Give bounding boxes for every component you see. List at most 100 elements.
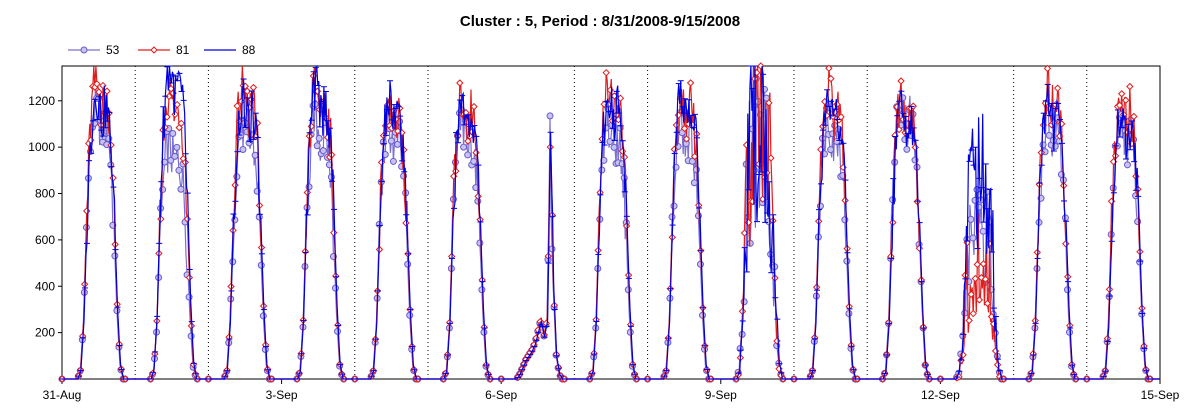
data-point	[1062, 240, 1070, 248]
data-point	[171, 152, 179, 160]
legend-marker	[150, 46, 158, 54]
data-point	[967, 290, 975, 299]
data-point	[259, 312, 267, 320]
data-point	[975, 203, 983, 211]
data-point	[404, 260, 412, 268]
data-point	[602, 68, 610, 77]
data-point	[476, 239, 484, 247]
data-point	[402, 219, 410, 227]
data-point	[1053, 84, 1062, 92]
data-point	[740, 298, 748, 306]
data-point	[1117, 90, 1126, 98]
data-point	[233, 102, 241, 110]
data-point	[843, 257, 851, 265]
data-point	[251, 151, 259, 159]
data-point	[987, 312, 996, 321]
data-point	[1122, 96, 1130, 104]
data-point	[331, 284, 339, 292]
x-tick-label: 12-Sep	[921, 388, 960, 402]
data-point	[825, 64, 833, 72]
data-point	[1115, 101, 1124, 110]
data-point	[169, 129, 177, 137]
data-point	[303, 188, 312, 197]
data-point	[688, 157, 696, 165]
y-tick-label: 400	[35, 279, 55, 293]
data-point	[690, 179, 698, 187]
data-point	[177, 185, 185, 193]
data-point	[161, 158, 169, 166]
data-point	[837, 113, 845, 121]
data-point	[1039, 141, 1047, 149]
data-point	[983, 299, 992, 308]
data-point	[827, 146, 835, 154]
data-point	[598, 166, 606, 174]
data-point	[167, 156, 175, 164]
legend-marker	[80, 46, 88, 54]
data-point	[610, 143, 618, 151]
legend: 53 81 88	[68, 43, 256, 57]
data-point	[93, 80, 101, 88]
data-point	[460, 143, 468, 151]
y-tick-label: 600	[35, 233, 55, 247]
grid	[134, 66, 1088, 379]
data-point	[165, 92, 173, 101]
data-point	[682, 135, 691, 143]
data-point	[387, 124, 396, 133]
data-point	[1126, 82, 1134, 91]
data-point	[546, 112, 554, 120]
data-point	[464, 137, 472, 145]
data-point	[971, 274, 979, 283]
data-point	[157, 215, 165, 223]
y-tick-label: 200	[35, 326, 55, 340]
data-point	[95, 88, 103, 96]
data-point	[548, 245, 556, 253]
data-point	[173, 143, 181, 151]
data-point	[993, 361, 1002, 369]
data-point	[971, 196, 979, 204]
series-line	[62, 64, 1160, 380]
data-point	[686, 79, 695, 87]
data-point	[239, 145, 247, 153]
data-point	[231, 181, 239, 189]
data-point	[981, 275, 990, 283]
data-point	[827, 74, 835, 83]
data-point	[387, 137, 395, 145]
data-point	[111, 252, 119, 260]
data-point	[1045, 131, 1053, 139]
data-point	[977, 273, 986, 282]
x-tick-label: 31-Aug	[43, 388, 82, 402]
legend-label: 88	[242, 43, 256, 57]
data-point	[1063, 286, 1071, 294]
data-point	[967, 215, 975, 223]
data-point	[841, 196, 849, 205]
data-point	[767, 154, 775, 162]
data-point	[622, 222, 631, 230]
data-point	[979, 260, 988, 268]
x-axis: 31-Aug 3-Sep 6-Sep 9-Sep 12-Sep 15-Sep	[43, 379, 1180, 402]
data-point	[903, 145, 911, 153]
data-point	[470, 157, 478, 165]
data-point	[624, 286, 632, 294]
data-point	[979, 227, 987, 235]
legend-label: 81	[176, 43, 190, 57]
data-point	[315, 134, 323, 142]
data-point	[464, 151, 472, 159]
data-point	[765, 99, 773, 107]
data-point	[389, 157, 397, 165]
data-point	[313, 142, 321, 150]
data-point	[690, 152, 699, 161]
data-point	[680, 124, 689, 133]
data-point	[897, 77, 905, 85]
data-point	[1130, 112, 1138, 121]
data-point	[975, 296, 984, 304]
x-tick-label: 9-Sep	[705, 388, 737, 402]
data-point	[1043, 64, 1052, 73]
data-point	[668, 213, 676, 221]
y-axis: 200 400 600 800 1000 1200	[28, 94, 62, 340]
x-tick-label: 6-Sep	[485, 388, 517, 402]
data-point	[257, 261, 265, 269]
data-point	[670, 202, 678, 210]
data-point	[99, 81, 107, 90]
y-tick-label: 1200	[28, 94, 55, 108]
